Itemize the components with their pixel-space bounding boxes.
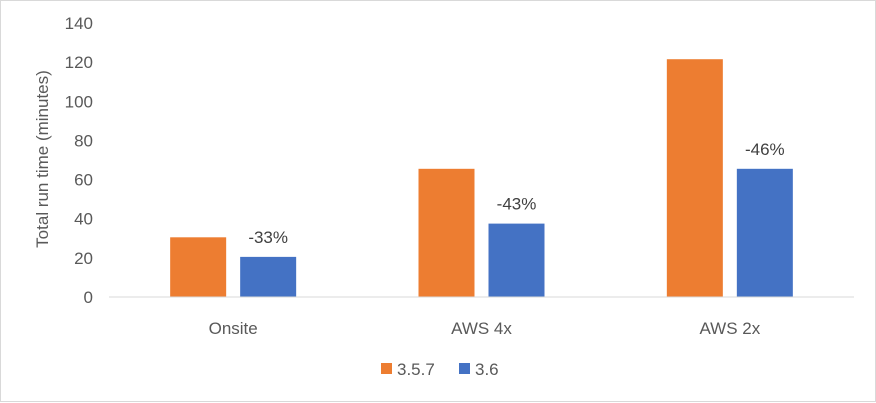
legend-swatch: [459, 363, 470, 374]
legend-label: 3.5.7: [397, 360, 435, 379]
bar-3-5-7-onsite: [170, 237, 227, 297]
bar-3-6-aws-4x: [488, 223, 545, 297]
y-axis-title: Total run time (minutes): [33, 70, 52, 248]
bar-3-6-aws-2x: [736, 168, 793, 297]
y-tick-label: 100: [65, 92, 93, 111]
legend-swatch: [381, 363, 392, 374]
data-label: -33%: [248, 228, 288, 247]
y-tick-label: 0: [84, 288, 93, 307]
y-tick-label: 40: [74, 210, 93, 229]
y-tick-label: 20: [74, 249, 93, 268]
x-category-label: Onsite: [209, 319, 258, 338]
bar-3-6-onsite: [240, 256, 297, 297]
y-tick-label: 120: [65, 53, 93, 72]
x-category-label: AWS 4x: [451, 319, 512, 338]
bar-3-5-7-aws-4x: [418, 168, 475, 297]
x-category-label: AWS 2x: [699, 319, 760, 338]
y-axis: 0 20 40 60 80 100 120 140: [65, 14, 93, 307]
bar-3-5-7-aws-2x: [666, 59, 723, 298]
y-tick-label: 140: [65, 14, 93, 33]
legend-label: 3.6: [475, 360, 499, 379]
legend: 3.5.7 3.6: [381, 360, 499, 379]
data-label: -43%: [497, 195, 537, 214]
bars: -33% -43% -46%: [170, 59, 793, 298]
y-tick-label: 80: [74, 131, 93, 150]
y-tick-label: 60: [74, 171, 93, 190]
x-axis: Onsite AWS 4x AWS 2x: [209, 319, 761, 338]
data-label: -46%: [745, 140, 785, 159]
